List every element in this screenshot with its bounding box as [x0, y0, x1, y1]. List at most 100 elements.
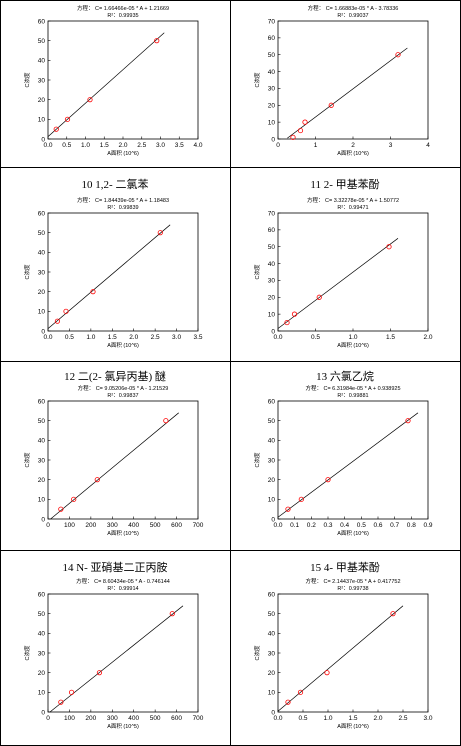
x-tick-label: 1.0 [348, 334, 357, 341]
r-squared-label: R²：0.99839 [107, 205, 138, 211]
y-tick-label: 10 [268, 311, 276, 318]
regression-line [47, 32, 165, 137]
r-squared-label: R²：0.99738 [337, 586, 368, 592]
y-tick-label: 20 [268, 295, 276, 302]
y-tick-label: 10 [38, 690, 46, 697]
y-tick-label: 60 [268, 35, 276, 42]
y-tick-label: 0 [271, 328, 275, 335]
y-tick-label: 40 [38, 631, 46, 638]
y-tick-label: 50 [38, 611, 46, 618]
plot-frame [277, 20, 429, 140]
y-tick-label: 30 [38, 77, 46, 84]
x-axis-label: A面积 (10^6) [337, 723, 369, 730]
data-point [94, 477, 100, 483]
y-tick-label: 60 [38, 591, 46, 598]
x-tick-label: 700 [193, 522, 204, 529]
calibration-chart-11: 方程： C= 3.32278e-05 * A + 1.50772R²：0.994… [253, 196, 433, 349]
y-tick-label: 50 [38, 418, 46, 425]
x-tick-label: 1.5 [386, 334, 395, 341]
y-tick-label: 20 [268, 670, 276, 677]
x-tick-label: 3.5 [193, 334, 202, 341]
equation-label: 方程： C= 1.66466e-05 * A + 1.21669 [77, 4, 169, 12]
y-tick-label: 40 [38, 438, 46, 445]
y-tick-label: 60 [38, 18, 46, 25]
x-tick-label: 200 [85, 715, 96, 722]
y-tick-label: 50 [38, 38, 46, 45]
x-tick-label: 0.5 [311, 334, 320, 341]
x-tick-label: 0.0 [43, 334, 52, 341]
table-row-divider-3 [0, 550, 461, 551]
x-tick-label: 0.5 [62, 142, 71, 149]
x-tick-label: 3.0 [156, 142, 165, 149]
y-tick-label: 30 [268, 86, 276, 93]
y-tick-label: 30 [268, 457, 276, 464]
y-tick-label: 30 [38, 650, 46, 657]
r-squared-label: R²：0.99837 [107, 393, 138, 399]
table-row-divider-2 [0, 361, 461, 362]
data-point [64, 116, 71, 122]
calibration-chart-1: 方程： C= 1.66466e-05 * A + 1.21669R²：0.999… [23, 4, 203, 157]
y-tick-label: 20 [38, 97, 46, 104]
y-tick-label: 10 [38, 117, 46, 124]
x-tick-label: 600 [171, 522, 182, 529]
y-tick-label: 0 [41, 136, 45, 143]
y-axis-label: C浓度 [23, 264, 31, 279]
equation-label: 方程： C= 3.32278e-05 * A + 1.50772 [307, 196, 399, 204]
x-tick-label: 700 [193, 715, 204, 722]
x-tick-label: 600 [171, 715, 182, 722]
data-point [154, 38, 160, 44]
plot-frame [47, 400, 199, 520]
y-tick-label: 10 [268, 690, 276, 697]
data-point [58, 506, 64, 512]
x-tick-label: 0.5 [65, 334, 74, 341]
compound-heading-11: 11 2- 甲基苯酚 [310, 179, 380, 191]
x-tick-label: 0.8 [407, 522, 416, 529]
y-tick-label: 10 [38, 309, 46, 316]
table-border-top [0, 0, 461, 1]
calibration-chart-14: 方程： C= 8.60434e-05 * A - 0.746144R²：0.99… [23, 577, 204, 730]
x-tick-label: 3.0 [423, 715, 432, 722]
x-tick-label: 3 [389, 142, 393, 149]
data-point [298, 496, 304, 502]
x-tick-label: 0 [46, 522, 50, 529]
equation-label: 方程： C= 9.05206e-05 * A - 1.21529 [78, 384, 169, 392]
data-point [316, 294, 322, 300]
x-tick-label: 500 [150, 715, 161, 722]
compound-heading-15: 15 4- 甲基苯酚 [310, 562, 380, 574]
data-point [297, 689, 304, 695]
y-tick-label: 50 [268, 244, 276, 251]
r-squared-label: R²：0.99471 [337, 205, 368, 211]
data-point [297, 127, 304, 134]
x-tick-label: 3.0 [172, 334, 181, 341]
plot-frame [47, 20, 199, 140]
y-axis-label: C浓度 [23, 72, 31, 87]
x-tick-label: 0.6 [373, 522, 382, 529]
x-tick-label: 400 [128, 522, 139, 529]
x-tick-label: 100 [64, 522, 75, 529]
x-tick-label: 0.0 [273, 522, 282, 529]
x-tick-label: 300 [107, 715, 118, 722]
x-tick-label: 0.1 [290, 522, 299, 529]
y-axis-label: C浓度 [253, 264, 261, 279]
equation-label: 方程： C= 6.31984e-05 * A + 0.938925 [305, 384, 400, 392]
y-tick-label: 20 [38, 477, 46, 484]
x-tick-label: 2.0 [118, 142, 127, 149]
data-point [163, 418, 169, 424]
x-axis-label: A面积 (10^5) [107, 723, 139, 730]
calibration-chart-10: 方程： C= 1.84439e-05 * A + 1.18483R²：0.998… [23, 196, 203, 349]
y-tick-label: 40 [268, 261, 276, 268]
data-point [291, 311, 298, 317]
x-tick-label: 2.5 [398, 715, 407, 722]
x-tick-label: 4 [426, 142, 430, 149]
x-tick-label: 1.5 [100, 142, 109, 149]
y-tick-label: 70 [268, 18, 276, 25]
x-axis-label: A面积 (10^6) [337, 530, 369, 537]
calibration-chart-13: 方程： C= 6.31984e-05 * A + 0.938925R²：0.99… [253, 384, 433, 537]
y-tick-label: 10 [38, 497, 46, 504]
x-tick-label: 0.5 [357, 522, 366, 529]
y-tick-label: 40 [38, 250, 46, 257]
y-tick-label: 40 [38, 58, 46, 65]
x-axis-label: A面积 (10^6) [337, 150, 369, 157]
compound-heading-10: 10 1,2- 二氯苯 [81, 179, 149, 191]
data-point [390, 611, 396, 617]
